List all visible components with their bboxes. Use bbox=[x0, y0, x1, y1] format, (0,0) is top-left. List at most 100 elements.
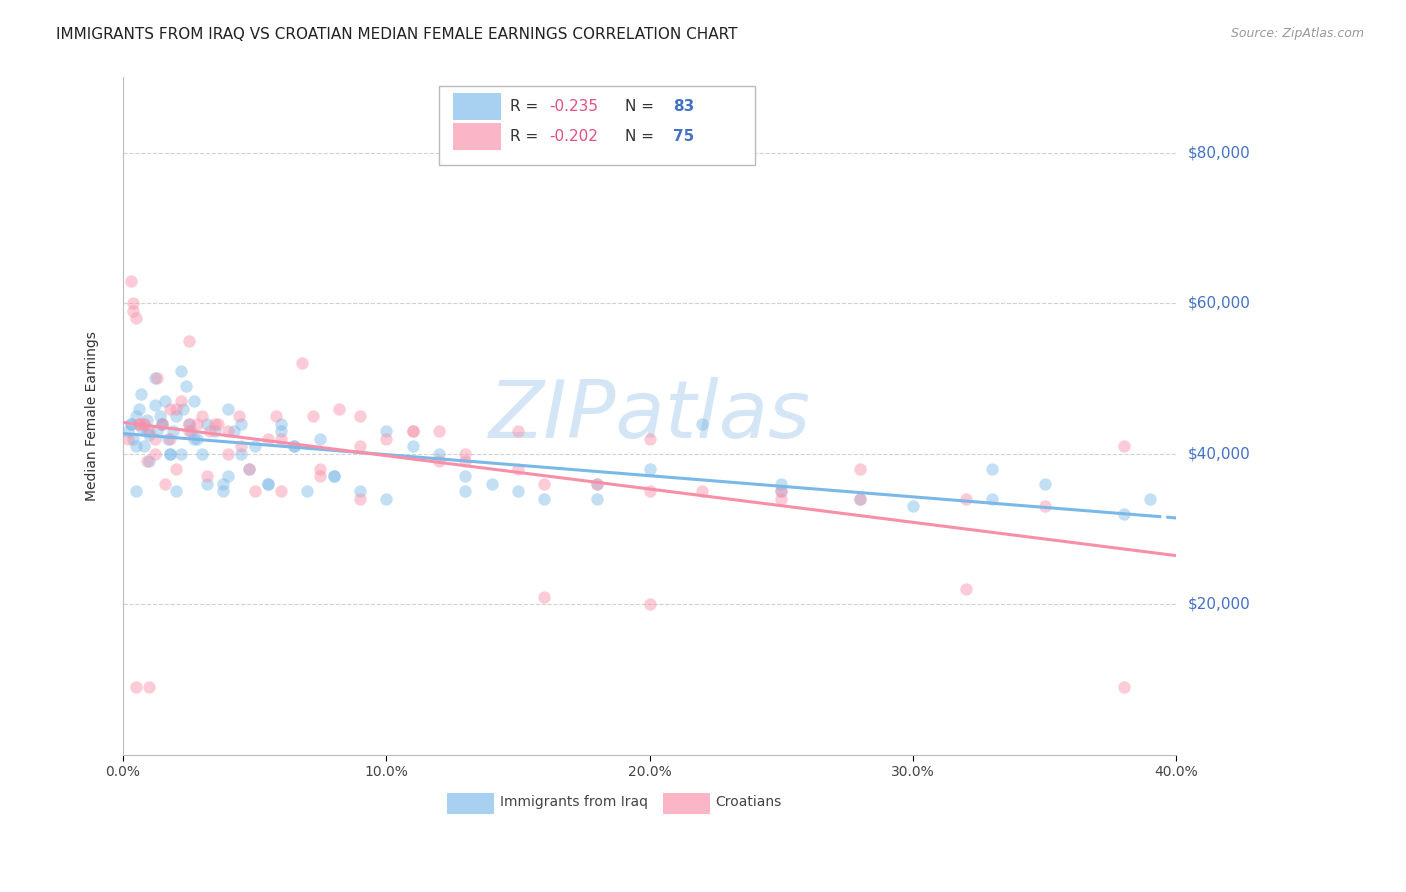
Point bbox=[981, 462, 1004, 476]
Text: ZIPatlas: ZIPatlas bbox=[489, 377, 811, 455]
Point bbox=[322, 469, 344, 483]
Point bbox=[217, 424, 239, 438]
Text: $80,000: $80,000 bbox=[1188, 145, 1250, 161]
Point bbox=[170, 364, 193, 378]
Point bbox=[207, 417, 229, 431]
Point bbox=[174, 379, 197, 393]
Point bbox=[270, 432, 292, 446]
Point bbox=[770, 476, 793, 491]
Point bbox=[149, 409, 172, 424]
Point bbox=[638, 597, 661, 611]
Text: R =: R = bbox=[509, 99, 543, 114]
Point bbox=[183, 394, 205, 409]
Point bbox=[309, 432, 332, 446]
Point bbox=[322, 469, 344, 483]
Text: $40,000: $40,000 bbox=[1188, 446, 1250, 461]
Text: -0.202: -0.202 bbox=[550, 128, 599, 144]
Point bbox=[256, 476, 278, 491]
Point bbox=[122, 303, 145, 318]
Point bbox=[131, 420, 153, 434]
Point bbox=[481, 476, 503, 491]
Point bbox=[270, 484, 292, 499]
Point bbox=[309, 462, 332, 476]
Point bbox=[1112, 680, 1135, 694]
Point bbox=[297, 484, 319, 499]
Point bbox=[427, 424, 450, 438]
Point bbox=[256, 432, 278, 446]
Point bbox=[1112, 507, 1135, 521]
Point bbox=[586, 476, 609, 491]
Point bbox=[238, 462, 260, 476]
Point bbox=[186, 417, 208, 431]
Point bbox=[125, 311, 148, 326]
Point bbox=[1139, 491, 1161, 506]
Point bbox=[283, 439, 305, 453]
Point bbox=[955, 491, 977, 506]
Text: Croatians: Croatians bbox=[716, 796, 782, 809]
Point bbox=[138, 680, 160, 694]
Point bbox=[222, 424, 245, 438]
FancyBboxPatch shape bbox=[447, 793, 494, 814]
Point bbox=[143, 432, 166, 446]
Point bbox=[132, 417, 155, 431]
Point bbox=[135, 424, 157, 438]
Text: Source: ZipAtlas.com: Source: ZipAtlas.com bbox=[1230, 27, 1364, 40]
Point bbox=[533, 491, 555, 506]
Point bbox=[162, 424, 184, 438]
Point bbox=[309, 469, 332, 483]
Point bbox=[132, 417, 155, 431]
Point bbox=[349, 484, 371, 499]
Point bbox=[212, 484, 235, 499]
Point bbox=[375, 432, 398, 446]
Point bbox=[156, 432, 179, 446]
Point bbox=[128, 401, 150, 416]
Point bbox=[243, 439, 266, 453]
Point bbox=[143, 447, 166, 461]
Point bbox=[173, 401, 195, 416]
Point bbox=[195, 476, 218, 491]
Point bbox=[152, 417, 174, 431]
Point bbox=[120, 274, 142, 288]
Point bbox=[153, 394, 176, 409]
Point bbox=[117, 424, 139, 438]
FancyBboxPatch shape bbox=[439, 86, 755, 166]
Point bbox=[217, 401, 239, 416]
Point bbox=[125, 409, 148, 424]
Point bbox=[349, 409, 371, 424]
Point bbox=[231, 417, 253, 431]
Point bbox=[506, 484, 529, 499]
Point bbox=[586, 491, 609, 506]
Point bbox=[375, 424, 398, 438]
Point bbox=[180, 424, 202, 438]
Point bbox=[770, 484, 793, 499]
Point bbox=[120, 417, 142, 431]
Point bbox=[143, 398, 166, 412]
Point bbox=[146, 371, 169, 385]
Text: IMMIGRANTS FROM IRAQ VS CROATIAN MEDIAN FEMALE EARNINGS CORRELATION CHART: IMMIGRANTS FROM IRAQ VS CROATIAN MEDIAN … bbox=[56, 27, 738, 42]
Point bbox=[1112, 439, 1135, 453]
Point bbox=[692, 417, 714, 431]
Point bbox=[177, 417, 200, 431]
Text: N =: N = bbox=[626, 128, 659, 144]
Point bbox=[135, 454, 157, 468]
Point bbox=[191, 447, 214, 461]
Point bbox=[132, 439, 155, 453]
Point bbox=[638, 484, 661, 499]
Point bbox=[849, 491, 872, 506]
Point bbox=[143, 371, 166, 385]
Text: $60,000: $60,000 bbox=[1188, 296, 1250, 310]
Point bbox=[638, 462, 661, 476]
FancyBboxPatch shape bbox=[453, 93, 501, 120]
Point bbox=[165, 462, 187, 476]
Point bbox=[125, 680, 148, 694]
Point bbox=[849, 491, 872, 506]
Point bbox=[198, 424, 221, 438]
Point bbox=[270, 424, 292, 438]
Point bbox=[238, 462, 260, 476]
Point bbox=[204, 424, 226, 438]
Point bbox=[228, 409, 250, 424]
Point bbox=[454, 469, 477, 483]
Point bbox=[159, 447, 181, 461]
Point bbox=[159, 447, 181, 461]
Point bbox=[231, 447, 253, 461]
